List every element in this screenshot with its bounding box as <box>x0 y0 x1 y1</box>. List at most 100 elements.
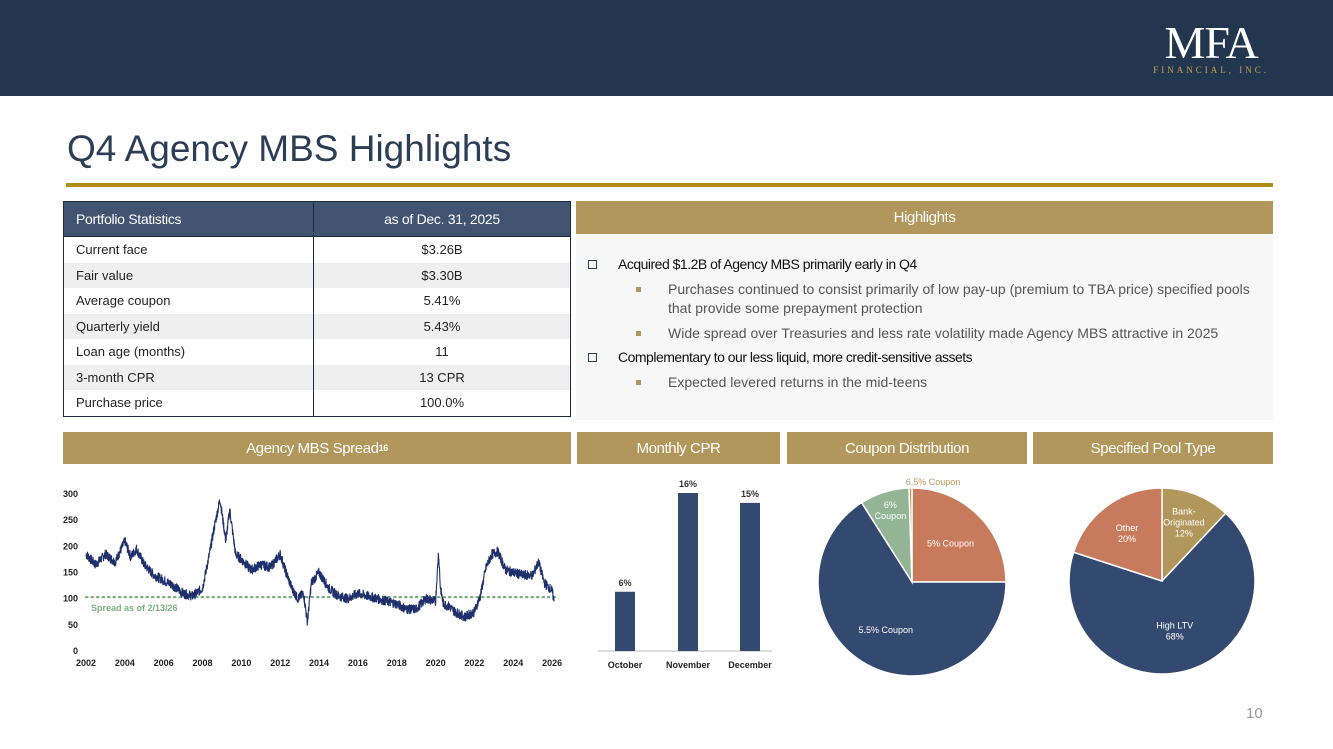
pie-slice <box>908 487 913 583</box>
slice-pct: 12% <box>1175 529 1193 539</box>
highlight-text: Acquired $1.2B of Agency MBS primarily e… <box>618 256 917 272</box>
highlight-bullet: Acquired $1.2B of Agency MBS primarily e… <box>588 256 1258 272</box>
row-value: 5.41% <box>313 288 571 314</box>
column-header-statistic: Portfolio Statistics <box>63 201 314 237</box>
x-category-label: October <box>608 660 643 670</box>
x-tick-label: 2020 <box>426 658 446 668</box>
slice-pct: 20% <box>1118 534 1136 544</box>
row-value: $3.30B <box>313 262 571 288</box>
slice-label: 5.5% Coupon <box>858 625 913 635</box>
slice-label: 6% <box>884 500 897 510</box>
page-number: 10 <box>1246 705 1263 722</box>
x-tick-label: 2016 <box>348 658 368 668</box>
x-tick-label: 2004 <box>115 658 135 668</box>
y-tick-label: 100 <box>63 594 78 604</box>
y-tick-label: 150 <box>63 568 78 578</box>
x-tick-label: 2018 <box>387 658 407 668</box>
row-value: $3.26B <box>313 236 571 263</box>
slice-label: 5% Coupon <box>927 538 974 548</box>
logo-subtitle: FINANCIAL, INC. <box>1153 65 1269 75</box>
bar-data-label: 15% <box>741 489 759 499</box>
x-tick-label: 2026 <box>542 658 562 668</box>
x-tick-label: 2014 <box>309 658 329 668</box>
spread-section-header: Agency MBS Spread 16 <box>63 432 571 464</box>
row-label: Average coupon <box>63 288 314 314</box>
y-tick-label: 200 <box>63 541 78 551</box>
highlights-header: Highlights <box>576 201 1273 234</box>
agency-mbs-spread-chart: 0 50 100 150 200 250 300 2002 2004 2006 2008 2010 20… <box>63 489 562 668</box>
table-row: Fair value $3.30B <box>63 262 571 288</box>
slice-label: Bank- <box>1172 507 1196 517</box>
cpr-bar <box>740 502 760 651</box>
highlight-bullet: Complementary to our less liquid, more c… <box>588 349 1258 365</box>
highlight-sub-bullet: Purchases continued to consist primarily… <box>588 280 1258 318</box>
table-row: Loan age (months) 11 <box>63 339 571 365</box>
x-tick-label: 2012 <box>270 658 290 668</box>
pie-slice <box>1072 487 1163 583</box>
coupon-distribution-pie: 5% Coupon 5.5% Coupon 6%Coupon 6.5% Coupon <box>817 477 1007 677</box>
slice-label: Originated <box>1163 518 1205 528</box>
slice-label: 6.5% Coupon <box>906 477 961 487</box>
slice-pct: 68% <box>1166 632 1184 642</box>
row-value: 5.43% <box>313 313 571 339</box>
row-label: 3-month CPR <box>63 364 314 390</box>
monthly-cpr-chart: 6% October 16% November 15% December <box>598 479 772 670</box>
table-row: Quarterly yield 5.43% <box>63 313 571 339</box>
highlight-sub-bullet: Wide spread over Treasuries and less rat… <box>588 324 1258 343</box>
slice-label: Coupon <box>875 511 907 521</box>
x-category-label: December <box>728 660 772 670</box>
highlights-panel <box>576 234 1273 420</box>
y-tick-label: 300 <box>63 489 78 499</box>
cpr-section-header: Monthly CPR <box>577 432 780 464</box>
coupon-section-header: Coupon Distribution <box>787 432 1027 464</box>
portfolio-statistics-table: Portfolio Statistics as of Dec. 31, 2025… <box>63 201 571 417</box>
logo-mark: MFA <box>1164 17 1258 68</box>
x-tick-label: 2006 <box>154 658 174 668</box>
cpr-bar <box>615 591 635 651</box>
row-value: 13 CPR <box>313 364 571 390</box>
reference-line-label: Spread as of 2/13/26 <box>91 603 178 613</box>
square-bullet-icon <box>588 353 597 362</box>
table-row: Average coupon 5.41% <box>63 288 571 314</box>
row-label: Fair value <box>63 262 314 288</box>
highlight-text: Complementary to our less liquid, more c… <box>618 349 973 365</box>
table-row: Purchase price 100.0% <box>63 390 571 417</box>
row-label: Purchase price <box>63 390 314 417</box>
x-tick-label: 2008 <box>193 658 213 668</box>
sub-bullet-text: Purchases continued to consist primarily… <box>668 281 1250 316</box>
x-category-label: November <box>666 660 711 670</box>
footnote-marker: 16 <box>378 443 389 453</box>
slice-label: Other <box>1116 523 1139 533</box>
sub-bullet-text: Wide spread over Treasuries and less rat… <box>668 325 1219 341</box>
cpr-bar <box>678 493 698 651</box>
column-header-date: as of Dec. 31, 2025 <box>313 201 571 237</box>
row-label: Current face <box>63 236 314 263</box>
small-square-bullet-icon <box>636 380 641 385</box>
pie-slice <box>911 487 1007 583</box>
y-tick-label: 0 <box>73 646 78 656</box>
small-square-bullet-icon <box>636 331 641 336</box>
highlight-sub-bullet: Expected levered returns in the mid-teen… <box>588 373 1258 392</box>
header-bar: MFA FINANCIAL, INC. <box>0 0 1333 96</box>
page-title: Q4 Agency MBS Highlights <box>67 128 512 169</box>
table-row: Current face $3.26B <box>63 236 571 263</box>
sub-bullet-text: Expected levered returns in the mid-teen… <box>668 374 928 390</box>
bar-data-label: 6% <box>618 578 631 588</box>
x-tick-label: 2024 <box>503 658 523 668</box>
mfa-logo: MFA FINANCIAL, INC. <box>1153 17 1269 76</box>
pie-slice <box>1068 512 1256 675</box>
slice-label: High LTV <box>1156 621 1193 631</box>
row-value: 100.0% <box>313 390 571 417</box>
x-tick-label: 2002 <box>76 658 96 668</box>
row-value: 11 <box>313 339 571 365</box>
spread-series-line <box>85 499 555 626</box>
y-tick-label: 250 <box>63 515 78 525</box>
title-divider <box>66 183 1273 187</box>
table-row: 3-month CPR 13 CPR <box>63 364 571 390</box>
x-tick-label: 2022 <box>464 658 484 668</box>
spread-header-text: Agency MBS Spread <box>246 439 379 457</box>
row-label: Loan age (months) <box>63 339 314 365</box>
y-tick-label: 50 <box>68 620 78 630</box>
square-bullet-icon <box>588 260 597 269</box>
